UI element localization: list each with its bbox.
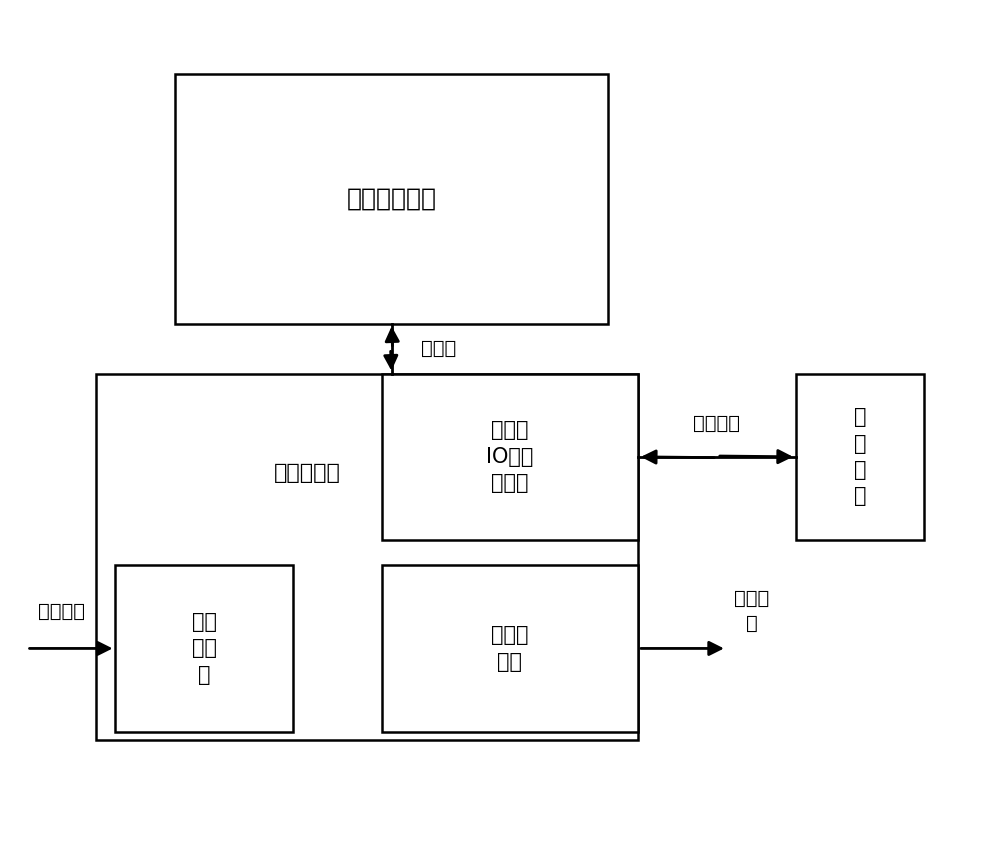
Text: 通用输
出端: 通用输 出端 <box>491 625 529 672</box>
Text: 输入信号: 输入信号 <box>38 601 85 621</box>
Text: 通信线: 通信线 <box>421 339 456 358</box>
Text: 轴通讯线: 轴通讯线 <box>693 414 740 433</box>
Text: 输出信
号: 输出信 号 <box>734 589 769 633</box>
Bar <box>382 374 638 540</box>
Text: 通用
输入
端: 通用 输入 端 <box>192 612 217 685</box>
Bar <box>96 374 638 740</box>
Text: 驱
动
器
组: 驱 动 器 组 <box>854 407 866 507</box>
Text: 数控系统主站: 数控系统主站 <box>347 186 437 211</box>
Bar <box>382 565 638 732</box>
Bar <box>115 565 293 732</box>
Text: 数控控制器: 数控控制器 <box>274 463 341 484</box>
Bar <box>175 74 608 324</box>
Text: 轴相关
IO输入
输出端: 轴相关 IO输入 输出端 <box>486 420 534 493</box>
Bar <box>796 374 924 540</box>
